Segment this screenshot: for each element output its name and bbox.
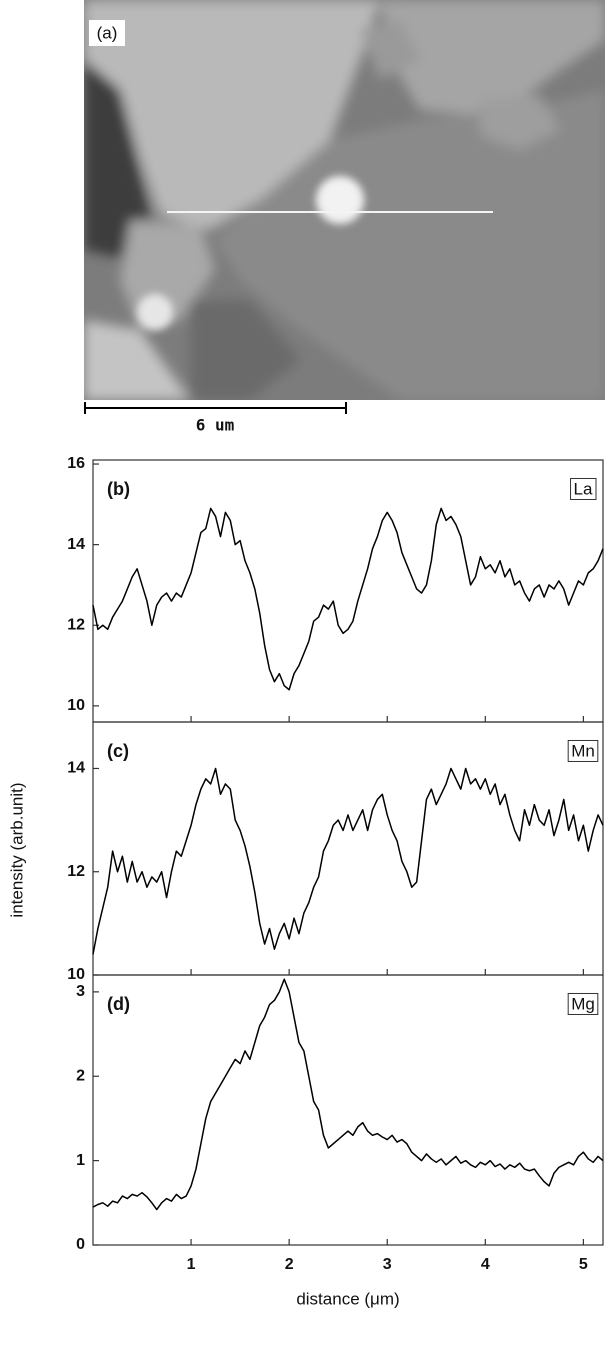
legend-label: Mg <box>571 994 595 1013</box>
y-tick-label: 10 <box>67 697 85 714</box>
x-tick-label: 1 <box>187 1256 196 1273</box>
y-tick-label: 3 <box>76 983 85 1000</box>
plot-frame <box>92 459 604 723</box>
legend-box <box>567 739 599 762</box>
x-tick-label: 2 <box>285 1256 294 1273</box>
plot-frame <box>92 721 604 976</box>
y-tick-label: 12 <box>67 863 85 880</box>
y-axis-label: intensity (arb.unit) <box>7 782 26 917</box>
y-tick-label: 12 <box>67 616 85 633</box>
x-axis-label: distance (μm) <box>296 1289 399 1308</box>
legend-label: La <box>574 479 593 498</box>
y-tick-label: 14 <box>67 536 85 553</box>
y-tick-label: 16 <box>67 455 85 472</box>
legend-label: Mn <box>571 741 595 760</box>
panel-label: (d) <box>107 994 130 1014</box>
x-tick-label: 5 <box>579 1256 588 1273</box>
scale-bar <box>84 402 347 414</box>
image-label: (a) <box>97 23 118 42</box>
y-tick-label: 2 <box>76 1067 85 1084</box>
panel-label: (c) <box>107 741 129 761</box>
data-line <box>92 767 604 955</box>
scale-bar-label: 6 um <box>196 416 235 435</box>
y-tick-label: 0 <box>76 1236 85 1253</box>
y-tick-label: 10 <box>67 966 85 983</box>
legend-box <box>567 992 599 1015</box>
y-tick-label: 14 <box>67 760 85 777</box>
x-tick-label: 4 <box>481 1256 490 1273</box>
sem-image: (a) <box>84 0 605 400</box>
y-tick-label: 1 <box>76 1152 85 1169</box>
data-line <box>92 507 604 691</box>
x-tick-label: 3 <box>383 1256 392 1273</box>
legend-box <box>570 477 597 500</box>
panel-label: (b) <box>107 479 130 499</box>
plot-frame <box>92 974 604 1246</box>
data-line <box>92 978 604 1211</box>
